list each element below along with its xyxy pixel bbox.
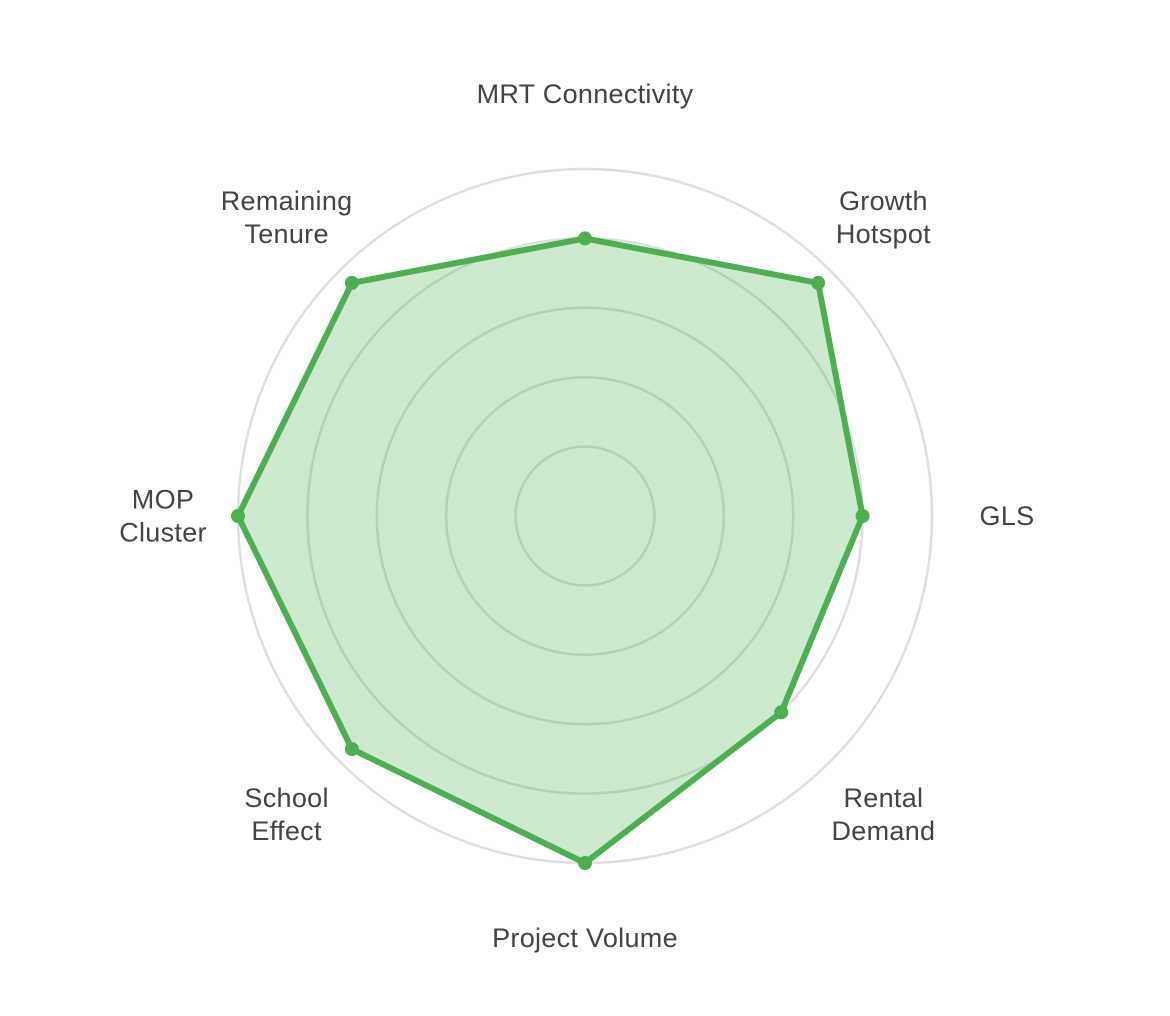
grid-ring-3 [375,306,795,726]
data-point-7[interactable] [231,509,245,523]
axis-label-line: Tenure [244,219,328,249]
data-point-4[interactable] [774,705,789,720]
data-point-5[interactable] [578,856,592,870]
axis-label-line: Demand [831,816,935,846]
axis-label-line: Growth [839,186,928,216]
axis-label-line: MRT Connectivity [477,79,694,109]
axis-label-line: Remaining [221,186,353,216]
axis-label-line: Cluster [119,518,207,548]
axis-label-2: Growth Hotspot [836,186,931,249]
series-area [235,235,866,866]
data-area-layer [235,235,866,866]
data-point-8[interactable] [344,275,359,290]
axis-label-6: School Effect [244,783,328,846]
axis-label-5: Project Volume [492,923,678,953]
axis-label-8: Remaining Tenure [221,186,353,249]
axis-label-line: Hotspot [836,219,931,249]
axis-labels: MRT Connectivity Growth Hotspot GLS Rental De… [119,79,1034,953]
axis-label-1: MRT Connectivity [477,79,694,109]
axis-label-line: MOP [132,485,194,515]
data-point-2[interactable] [811,275,826,290]
axis-label-line: Rental [843,783,923,813]
grid-ring-2 [444,375,726,657]
axis-label-line: Effect [251,816,322,846]
data-point-6[interactable] [344,742,359,757]
axis-label-7: MOP Cluster [119,485,207,548]
data-points [231,231,870,870]
axis-label-line: School [244,783,328,813]
data-point-3[interactable] [855,509,870,523]
axis-label-4: Rental Demand [831,783,935,846]
axis-label-line: GLS [980,501,1035,531]
axis-label-line: Project Volume [492,923,678,953]
axis-label-3: GLS [980,501,1035,531]
data-point-1[interactable] [578,231,592,246]
grid-ring-1 [514,445,656,587]
